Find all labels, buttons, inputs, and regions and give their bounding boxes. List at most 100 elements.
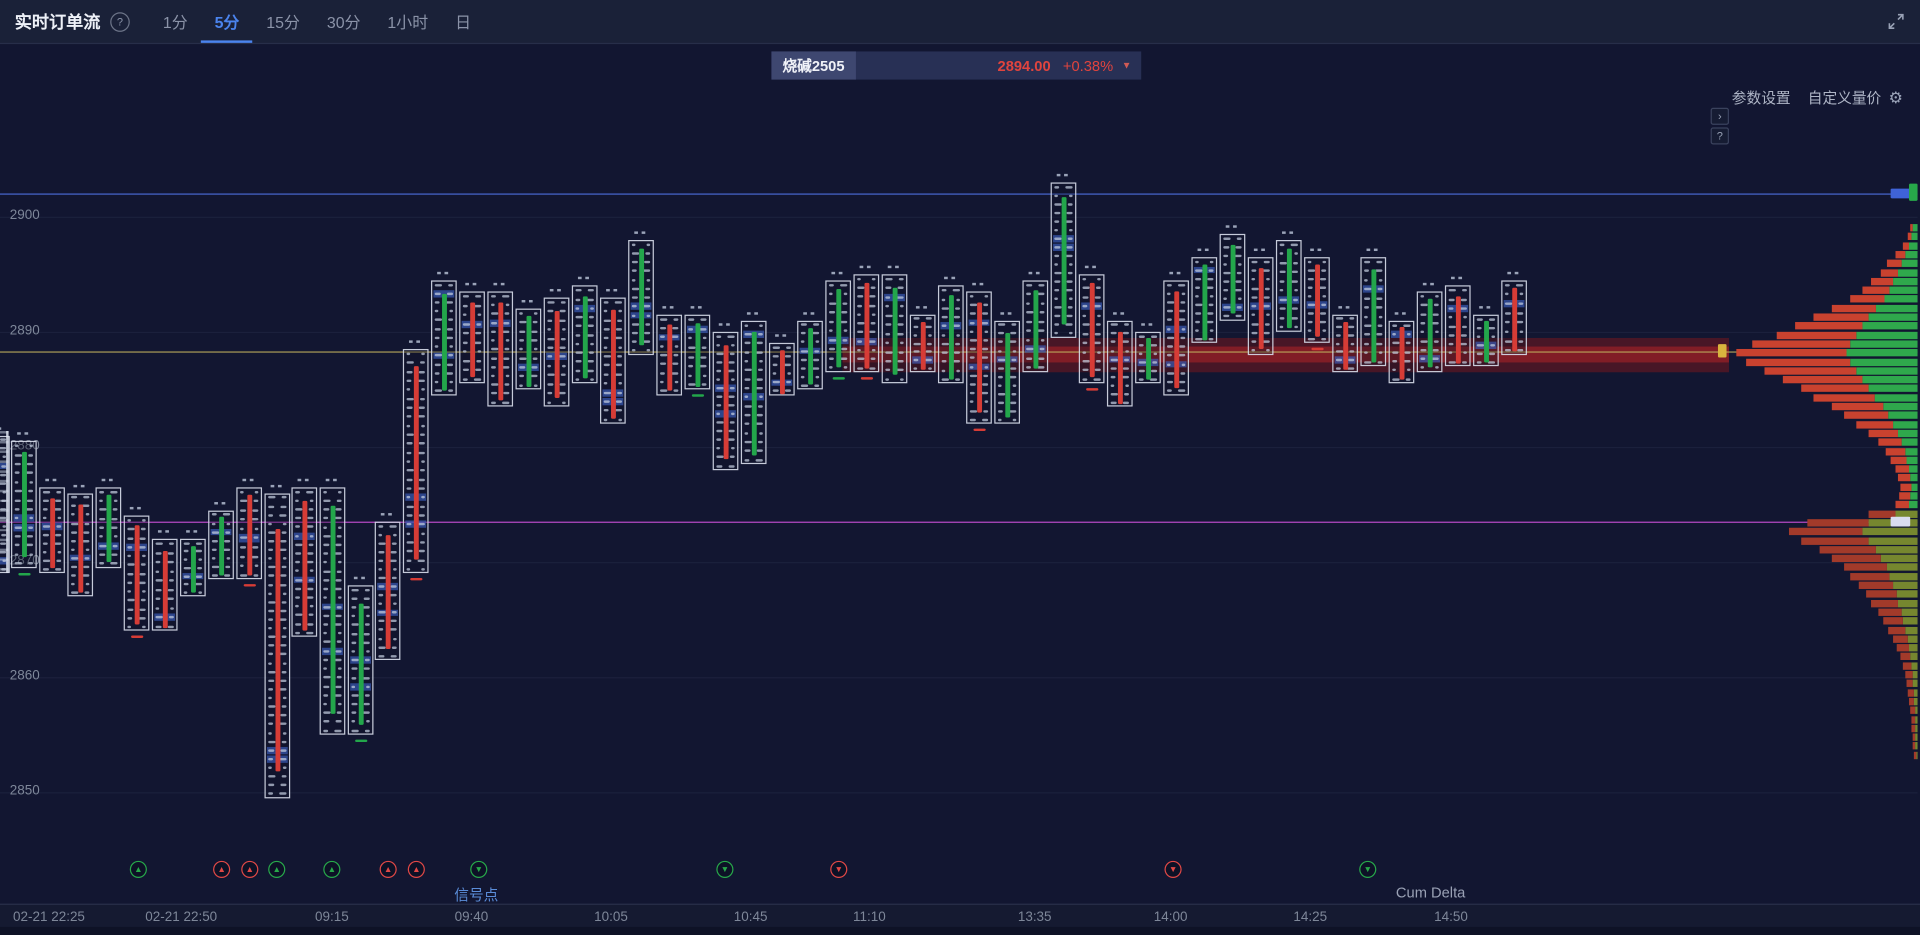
ask-volume-mark — [281, 635, 287, 639]
footprint-row — [715, 463, 736, 470]
footprint-candle — [1416, 291, 1443, 373]
footprint-row — [126, 597, 147, 604]
gear-icon[interactable]: ⚙ — [1888, 87, 1903, 106]
bid-volume-mark — [885, 314, 893, 317]
tab-30分[interactable]: 30分 — [326, 13, 361, 32]
delta-body-down — [1089, 283, 1095, 378]
ask-volume-mark — [1431, 321, 1439, 325]
ask-volume-mark — [731, 447, 735, 450]
ask-volume-mark — [646, 314, 651, 317]
volume-profile-red-bar — [1899, 492, 1911, 500]
ask-volume-mark — [614, 337, 623, 340]
bid-volume-mark — [351, 702, 358, 706]
bid-volume-mark — [1138, 378, 1144, 381]
signal-marker[interactable]: ▼ — [716, 860, 734, 878]
footprint-row — [490, 346, 511, 353]
signal-marker[interactable]: ▲ — [379, 860, 397, 878]
ask-volume-mark — [389, 628, 397, 632]
ask-volume-mark — [982, 312, 989, 316]
bid-volume-mark — [800, 366, 806, 370]
ask-volume-mark — [562, 401, 566, 404]
footprint-row — [377, 532, 398, 539]
bid-volume-mark — [519, 357, 527, 360]
signal-marker[interactable]: ▲ — [407, 860, 425, 878]
ask-volume-mark — [755, 350, 763, 354]
settings-button[interactable]: 参数设置 — [1731, 89, 1791, 107]
candle-buy-label — [355, 739, 368, 743]
footprint-row — [350, 665, 371, 672]
signal-marker[interactable]: ▼ — [1359, 860, 1377, 878]
bid-volume-mark — [351, 623, 359, 627]
footprint-row — [1194, 258, 1215, 265]
time-axis[interactable]: 02-21 22:25 02-21 22:50 09:15 09:40 10:05 10:… — [0, 903, 1920, 929]
bid-volume-mark — [406, 397, 414, 400]
expand-icon[interactable] — [1887, 12, 1905, 30]
panel-expand-button[interactable]: › — [1710, 107, 1729, 125]
tab-5分[interactable]: 5分 — [201, 0, 253, 43]
tab-日[interactable]: 日 — [455, 13, 472, 32]
footprint-row — [800, 356, 821, 363]
bid-volume-mark — [406, 451, 412, 454]
signal-marker[interactable]: ▼ — [830, 860, 848, 878]
ask-volume-mark — [1264, 322, 1270, 326]
ask-volume-mark — [1431, 357, 1439, 361]
bid-volume-mark — [155, 561, 161, 564]
signal-marker[interactable]: ▲ — [241, 860, 259, 878]
tab-1小时[interactable]: 1小时 — [387, 13, 429, 32]
ask-volume-mark — [418, 478, 425, 481]
delta-body-down — [1258, 268, 1264, 350]
candle-sell-label — [860, 377, 874, 380]
bid-volume-mark — [295, 490, 301, 494]
delta-body-down — [1117, 331, 1123, 404]
bid-volume-mark — [1392, 323, 1398, 327]
signal-marker[interactable]: ▼ — [1164, 860, 1182, 878]
ask-volume-mark — [1487, 326, 1496, 330]
ask-volume-mark — [871, 277, 876, 281]
footprint-row — [405, 386, 426, 393]
ask-volume-mark — [646, 349, 651, 352]
tab-15分[interactable]: 15分 — [266, 13, 300, 32]
ask-volume-mark — [167, 625, 174, 628]
signal-marker[interactable]: ▲ — [323, 860, 341, 878]
bid-volume-mark — [127, 616, 133, 620]
bid-volume-mark — [42, 551, 47, 554]
ask-volume-mark — [702, 374, 707, 377]
ask-volume-mark — [390, 585, 397, 589]
footprint-candle — [1219, 233, 1246, 321]
tab-1分[interactable]: 1分 — [162, 13, 188, 32]
ask-volume-mark — [280, 783, 287, 787]
instrument-selector[interactable]: 烧碱2505 2894.00 +0.38% ▼ — [771, 51, 1142, 80]
candle-sell-label — [243, 584, 256, 587]
footprint-row — [602, 416, 623, 423]
footprint-row — [1222, 313, 1243, 320]
bottom-scroll-strip[interactable] — [0, 926, 1920, 935]
ask-volume-mark — [1236, 271, 1242, 275]
volume-profile-red-bar — [1902, 662, 1912, 670]
footprint-row — [687, 316, 708, 324]
signal-marker[interactable]: ▼ — [470, 860, 488, 878]
ask-volume-mark — [362, 606, 370, 609]
bid-volume-mark — [800, 340, 805, 344]
signal-marker[interactable]: ▲ — [129, 860, 147, 878]
bid-volume-mark — [1195, 260, 1199, 263]
delta-body-up — [358, 603, 364, 726]
signal-marker[interactable]: ▲ — [268, 860, 286, 878]
delta-body-down — [413, 366, 419, 560]
panel-help-button[interactable]: ? — [1710, 127, 1729, 145]
help-icon[interactable]: ? — [110, 11, 130, 32]
bid-volume-mark — [378, 568, 383, 571]
bid-volume-mark — [1054, 220, 1060, 223]
ask-volume-mark — [671, 335, 679, 339]
footprint-row — [1053, 209, 1074, 216]
footprint-row — [743, 340, 764, 347]
custom-volume-button[interactable]: 自定义量价 — [1807, 89, 1882, 107]
footprint-row — [1278, 250, 1299, 257]
ask-volume-mark — [421, 352, 425, 356]
ask-volume-mark — [811, 366, 820, 370]
ask-volume-mark — [1460, 298, 1467, 301]
signal-marker[interactable]: ▲ — [213, 860, 231, 878]
ask-volume-mark — [1008, 410, 1017, 413]
bid-volume-mark — [268, 574, 275, 578]
ask-volume-mark — [840, 283, 848, 287]
